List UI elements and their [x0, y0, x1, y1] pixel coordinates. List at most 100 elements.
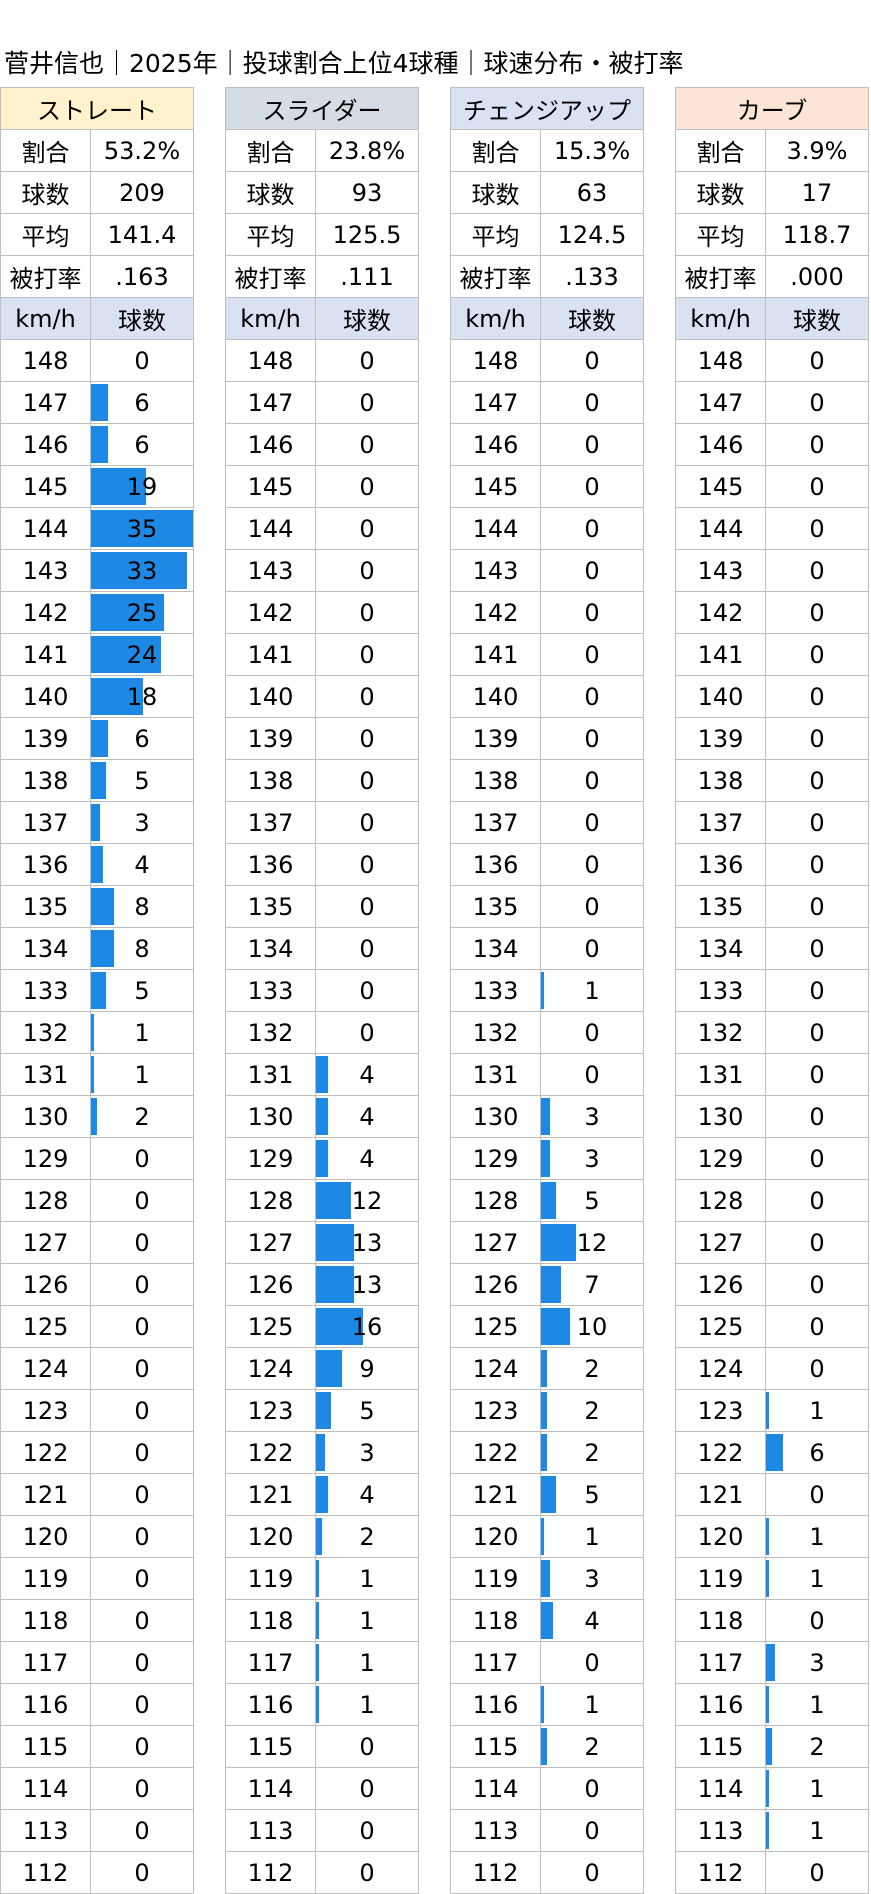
count-bar: [91, 510, 193, 547]
speed-cell: 144: [450, 507, 541, 550]
count-col-header: 球数: [540, 297, 644, 340]
count-bar: [316, 1476, 328, 1513]
speed-row: 112 0: [225, 1851, 419, 1894]
speed-cell: 131: [675, 1053, 766, 1096]
count-value: 0: [809, 1480, 825, 1509]
count-value: 0: [359, 556, 375, 585]
count-cell: 1: [540, 1515, 644, 1558]
speed-cell: 127: [450, 1221, 541, 1264]
count-cell: 13: [315, 1263, 419, 1306]
speed-row: 126 0: [0, 1263, 194, 1306]
count-value: 1: [584, 976, 600, 1005]
count-value: 0: [809, 724, 825, 753]
count-value: 1: [809, 1522, 825, 1551]
speed-cell: 123: [0, 1389, 91, 1432]
speed-cell: 115: [225, 1725, 316, 1768]
count-cell: 0: [765, 1011, 869, 1054]
count-value: 6: [134, 724, 150, 753]
speed-cell: 133: [0, 969, 91, 1012]
speed-row: 118 4: [450, 1599, 644, 1642]
count-value: 25: [126, 598, 158, 627]
count-cell: 24: [90, 633, 194, 676]
stat-label: 被打率: [450, 255, 541, 298]
stat-label: 被打率: [225, 255, 316, 298]
count-bar: [91, 426, 109, 463]
speed-cell: 145: [450, 465, 541, 508]
pitch-name: カーブ: [675, 87, 869, 130]
count-cell: 25: [90, 591, 194, 634]
count-cell: 0: [315, 1809, 419, 1852]
count-value: 0: [584, 1648, 600, 1677]
chart-title: 菅井信也｜2025年｜投球割合上位4球種｜球速分布・被打率: [4, 49, 684, 78]
count-bar: [766, 1728, 772, 1765]
speed-row: 121 4: [225, 1473, 419, 1516]
speed-row: 121 5: [450, 1473, 644, 1516]
speed-row: 120 0: [0, 1515, 194, 1558]
speed-row: 143 0: [675, 549, 869, 592]
count-value: 0: [359, 346, 375, 375]
count-cell: 1: [90, 1011, 194, 1054]
speed-cell: 133: [225, 969, 316, 1012]
speed-row: 122 3: [225, 1431, 419, 1474]
count-value: 0: [809, 598, 825, 627]
count-value: 0: [134, 1228, 150, 1257]
count-cell: 0: [315, 801, 419, 844]
count-cell: 1: [315, 1641, 419, 1684]
speed-cell: 121: [450, 1473, 541, 1516]
batting-avg-row: 被打率 .111: [225, 255, 419, 298]
count-bar: [91, 720, 109, 757]
count-bar: [316, 1560, 320, 1597]
speed-cell: 124: [450, 1347, 541, 1390]
count-cell: 0: [315, 1851, 419, 1894]
count-value: 5: [134, 976, 150, 1005]
speed-cell: 124: [225, 1347, 316, 1390]
share-row: 割合 15.3%: [450, 129, 644, 172]
count-cell: 1: [765, 1767, 869, 1810]
count-cell: 0: [315, 633, 419, 676]
count-bar: [91, 1014, 95, 1051]
count-cell: 0: [315, 885, 419, 928]
count-value: 8: [134, 934, 150, 963]
count-bar: [541, 1224, 576, 1261]
count-bar: [541, 1434, 547, 1471]
count-bar: [541, 1140, 550, 1177]
speed-row: 128 0: [0, 1179, 194, 1222]
count-cell: 6: [90, 423, 194, 466]
count-value: 0: [584, 850, 600, 879]
count-bar: [766, 1770, 770, 1807]
count-value: 2: [584, 1732, 600, 1761]
count-cell: 0: [90, 1515, 194, 1558]
count-bar: [766, 1812, 770, 1849]
speed-cell: 136: [675, 843, 766, 886]
count-value: 0: [584, 808, 600, 837]
speed-cell: 135: [450, 885, 541, 928]
count-cell: 0: [765, 843, 869, 886]
speed-row: 148 0: [225, 339, 419, 382]
speed-row: 144 0: [450, 507, 644, 550]
count-value: 6: [134, 430, 150, 459]
speed-row: 139 0: [675, 717, 869, 760]
stat-label: 球数: [450, 171, 541, 214]
speed-cell: 142: [450, 591, 541, 634]
speed-row: 117 0: [450, 1641, 644, 1684]
batting-avg-row: 被打率 .133: [450, 255, 644, 298]
count-value: 2: [584, 1354, 600, 1383]
count-value: 1: [809, 1564, 825, 1593]
count-value: 1: [359, 1648, 375, 1677]
speed-row: 120 1: [450, 1515, 644, 1558]
speed-row: 121 0: [675, 1473, 869, 1516]
pitch-name: ストレート: [0, 87, 194, 130]
speed-cell: 132: [450, 1011, 541, 1054]
speed-cell: 141: [225, 633, 316, 676]
count-cell: 0: [765, 1473, 869, 1516]
count-bar: [91, 594, 164, 631]
count-value: 13: [351, 1228, 383, 1257]
speed-cell: 137: [675, 801, 766, 844]
stat-value: 125.5: [315, 213, 419, 256]
speed-cell: 125: [225, 1305, 316, 1348]
count-cell: 0: [765, 381, 869, 424]
speed-cell: 145: [675, 465, 766, 508]
speed-row: 130 4: [225, 1095, 419, 1138]
speed-cell: 142: [225, 591, 316, 634]
count-cell: 0: [315, 549, 419, 592]
